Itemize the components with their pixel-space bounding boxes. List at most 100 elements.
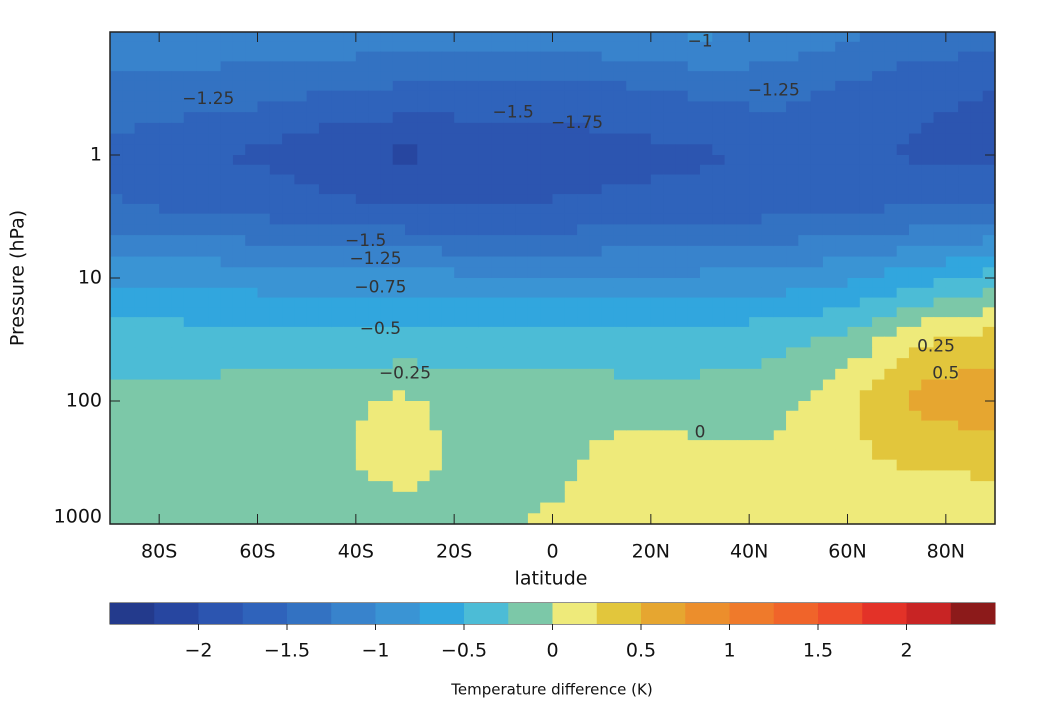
contour-cell — [294, 122, 308, 135]
contour-cell — [429, 203, 443, 215]
contour-cell — [835, 224, 849, 236]
contour-cell — [552, 336, 566, 349]
contour-cell — [810, 174, 824, 185]
contour-cell — [712, 256, 726, 268]
contour-cell — [589, 307, 603, 318]
contour-cell — [908, 368, 922, 381]
contour-cell — [773, 164, 787, 176]
contour-cell — [343, 481, 357, 493]
contour-cell — [712, 326, 726, 338]
contour-cell — [945, 401, 959, 412]
contour-cell — [380, 410, 394, 422]
contour-cell — [810, 336, 824, 349]
contour-cell — [687, 470, 701, 482]
contour-cell — [589, 90, 603, 103]
contour-cell — [712, 144, 726, 156]
contour-cell — [503, 213, 517, 226]
contour-cell — [232, 224, 246, 236]
contour-cell — [749, 358, 763, 370]
contour-cell — [257, 256, 271, 268]
contour-cell — [208, 317, 222, 328]
contour-cell — [896, 90, 910, 103]
contour-cell — [183, 470, 197, 482]
contour-cell — [527, 410, 541, 422]
contour-cell — [527, 491, 541, 504]
contour-cell — [847, 297, 861, 308]
contour-cell — [159, 267, 173, 279]
contour-label: −1.5 — [493, 102, 534, 122]
contour-cell — [405, 326, 418, 338]
contour-cell — [429, 112, 443, 124]
contour-cell — [712, 112, 726, 124]
contour-cell — [294, 184, 308, 195]
contour-cell — [712, 440, 726, 451]
contour-cell — [921, 224, 935, 236]
contour-cell — [478, 213, 492, 226]
contour-cell — [896, 112, 910, 124]
contour-cell — [687, 71, 701, 82]
contour-cell — [355, 174, 369, 185]
contour-cell — [527, 41, 541, 53]
contour-cell — [724, 513, 738, 525]
contour-cell — [577, 347, 590, 359]
contour-cell — [958, 224, 972, 236]
contour-cell — [183, 307, 197, 318]
contour-cell — [220, 51, 234, 62]
contour-cell — [405, 194, 418, 205]
contour-cell — [896, 61, 910, 72]
contour-cell — [171, 358, 185, 370]
contour-cell — [626, 155, 640, 166]
contour-cell — [564, 144, 578, 156]
contour-cell — [146, 41, 160, 53]
contour-cell — [122, 513, 136, 525]
contour-cell — [269, 184, 283, 195]
contour-cell — [564, 90, 578, 103]
contour-cell — [110, 213, 123, 226]
contour-cell — [761, 144, 775, 156]
contour-cell — [306, 326, 320, 338]
contour-cell — [343, 379, 357, 391]
contour-cell — [196, 184, 209, 195]
x-tick-label: 80N — [927, 541, 965, 563]
contour-cell — [577, 358, 590, 370]
contour-cell — [110, 368, 123, 381]
contour-cell — [798, 278, 812, 289]
contour-cell — [405, 112, 418, 124]
contour-cell — [700, 449, 713, 461]
contour-cell — [761, 203, 775, 215]
contour-cell — [171, 267, 185, 279]
contour-cell — [761, 430, 775, 441]
contour-cell — [110, 410, 123, 422]
contour-cell — [601, 155, 615, 166]
contour-cell — [798, 459, 812, 472]
contour-cell — [577, 401, 590, 412]
contour-cell — [638, 358, 652, 370]
contour-cell — [466, 287, 480, 299]
contour-cell — [945, 245, 959, 258]
contour-cell — [245, 491, 259, 504]
contour-cell — [368, 122, 382, 135]
contour-cell — [269, 470, 283, 482]
contour-cell — [417, 267, 431, 279]
contour-cell — [724, 390, 738, 402]
contour-cell — [945, 449, 959, 461]
contour-cell — [761, 32, 775, 43]
contour-cell — [982, 278, 996, 289]
contour-cell — [306, 336, 320, 349]
contour-cell — [749, 51, 763, 62]
contour-cell — [355, 71, 369, 82]
contour-cell — [146, 51, 160, 62]
contour-cell — [601, 41, 615, 53]
contour-cell — [958, 164, 972, 176]
contour-cell — [355, 155, 369, 166]
contour-cell — [822, 481, 836, 493]
contour-cell — [552, 80, 566, 92]
contour-cell — [171, 368, 185, 381]
contour-cell — [196, 358, 209, 370]
contour-cell — [343, 368, 357, 381]
contour-cell — [220, 502, 234, 514]
contour-cell — [282, 440, 295, 451]
contour-cell — [552, 32, 566, 43]
contour-cell — [306, 470, 320, 482]
contour-cell — [798, 449, 812, 461]
